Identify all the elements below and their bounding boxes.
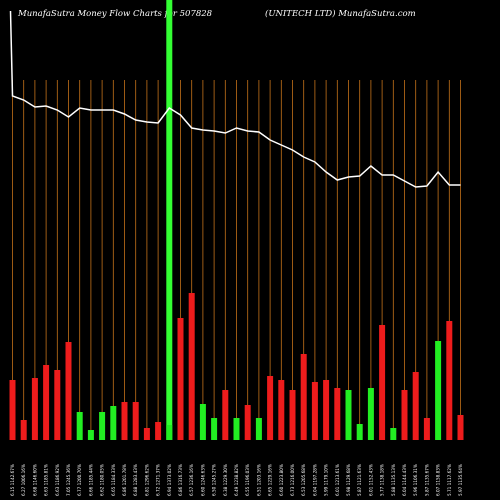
volume-bar xyxy=(323,380,330,440)
x-tick-label: 6.63 1186.92% xyxy=(55,464,60,496)
volume-bar xyxy=(435,341,442,440)
x-tick-label: 6.51 1203.16% xyxy=(256,464,261,496)
x-tick-label: 5.97 1135.64% xyxy=(458,464,463,496)
x-tick-label: 6.88 1283.43% xyxy=(133,464,138,496)
x-tick-label: 6.77 1200.70% xyxy=(77,464,82,496)
x-tick-label: 5.88 1135.13% xyxy=(391,464,396,496)
price-line xyxy=(9,10,461,188)
x-tick-label: 6.66 1185.44% xyxy=(88,464,93,496)
volume-bar xyxy=(155,422,162,440)
volume-bar xyxy=(255,418,262,440)
volume-bar xyxy=(244,405,251,440)
x-tick-label: 6.86 1201.78% xyxy=(122,464,127,496)
volume-bar xyxy=(334,388,341,440)
x-tick-label: 6.72 1271.37% xyxy=(156,464,161,496)
volume-bar xyxy=(177,318,184,440)
x-tick-label: 6.50 1245.27% xyxy=(212,464,217,496)
x-tick-label: 6.94 1373.02% xyxy=(167,464,172,496)
x-tick-label: 6.62 1180.05% xyxy=(100,464,105,496)
volume-bar xyxy=(390,428,397,440)
volume-bar xyxy=(379,325,386,440)
x-tick-label: 6.07 1158.83% xyxy=(436,464,441,496)
x-tick-label: 6.60 1246.63% xyxy=(200,464,205,496)
volume-bar xyxy=(188,293,195,440)
x-tick-label: 6.68 1146.60% xyxy=(32,464,37,496)
x-tick-label: 5.98 1129.68% xyxy=(346,464,351,496)
volume-bar xyxy=(9,380,16,440)
x-tick-label: 5.87 1121.63% xyxy=(357,464,362,496)
chart-site-label: (UNITECH LTD) MunafaSutra.com xyxy=(265,9,416,19)
x-tick-label: 7.05 1245.36% xyxy=(66,464,71,496)
x-tick-label: 5.87 1135.67% xyxy=(424,464,429,496)
volume-bar xyxy=(143,428,150,440)
volume-bar xyxy=(446,321,453,440)
x-tick-label: 6.38 1229.30% xyxy=(223,464,228,496)
x-tick-label: 6.01 1152.43% xyxy=(368,464,373,496)
x-tick-label: 6.65 1184.33% xyxy=(111,464,116,496)
volume-bar xyxy=(132,402,139,440)
x-tick-label: 6.81 1296.62% xyxy=(144,464,149,496)
x-tick-label: 6.01 1213.61% xyxy=(335,464,340,496)
x-tick-label: 6.57 1236.16% xyxy=(189,464,194,496)
volume-bar xyxy=(401,390,408,440)
volume-bar xyxy=(99,412,106,440)
x-tick-label: 6.65 1229.16% xyxy=(268,464,273,496)
volume-bar xyxy=(222,390,229,440)
volume-bar xyxy=(43,365,50,440)
volume-bar xyxy=(267,376,274,440)
volume-bar xyxy=(367,388,374,440)
volume-bar xyxy=(412,372,419,440)
volume-bar xyxy=(65,342,72,440)
volume-bar xyxy=(76,412,83,440)
volume-bar xyxy=(166,425,173,440)
volume-bar xyxy=(211,418,218,440)
volume-bar xyxy=(87,430,94,440)
volume-bar xyxy=(54,370,61,440)
volume-bar xyxy=(457,415,464,440)
x-tick-label: 6.53 1205.68% xyxy=(301,464,306,496)
volume-bar xyxy=(121,402,128,440)
x-tick-label: 6.04 1197.28% xyxy=(312,464,317,496)
volume-bar xyxy=(423,418,430,440)
x-tick-label: 6.63 1185.81% xyxy=(44,464,49,496)
volume-bar xyxy=(110,406,117,440)
x-tick-label: 6.55 1196.03% xyxy=(245,464,250,496)
x-tick-label: 6.73 1216.00% xyxy=(290,464,295,496)
x-tick-label: 5.77 1138.18% xyxy=(380,464,385,496)
volume-bar xyxy=(20,420,27,440)
x-tick-label: 5.71 1117.62% xyxy=(447,464,452,496)
volume-bar xyxy=(300,354,307,440)
volume-bar xyxy=(278,380,285,440)
x-tick-label: 6.04 1144.43% xyxy=(402,464,407,496)
volume-bar xyxy=(31,378,38,440)
x-tick-label: 6.86 1316.73% xyxy=(178,464,183,496)
x-tick-label: 6.15 1142.67% xyxy=(10,464,15,496)
highlight-column xyxy=(166,0,173,440)
volume-bar xyxy=(356,424,363,440)
chart-header: MunafaSutra Money Flow Charts for 507828… xyxy=(0,9,500,23)
volume-bar xyxy=(289,390,296,440)
x-tick-label: 6.60 1223.80% xyxy=(279,464,284,496)
volume-bar xyxy=(199,404,206,440)
volume-bar xyxy=(311,382,318,440)
x-tick-label: 6.49 1238.82% xyxy=(234,464,239,496)
volume-bar xyxy=(345,390,352,440)
x-tick-label: 6.27 1006.16% xyxy=(21,464,26,496)
chart-title: MunafaSutra Money Flow Charts for 507828 xyxy=(18,9,213,19)
x-tick-label: 5.99 1179.10% xyxy=(324,464,329,496)
volume-bar xyxy=(233,418,240,440)
x-tick-label: 5.96 1106.31% xyxy=(413,464,418,496)
